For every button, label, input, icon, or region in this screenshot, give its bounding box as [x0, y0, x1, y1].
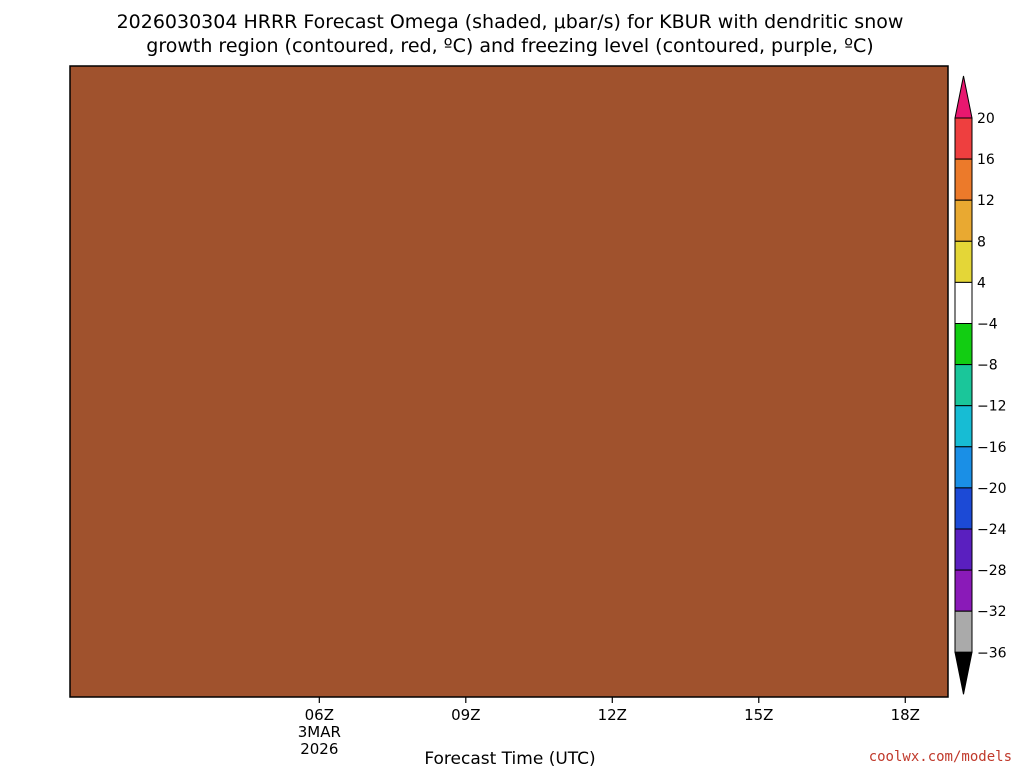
colorbar-tick-label: 12 — [977, 193, 995, 209]
colorbar-tick-label: 8 — [977, 234, 986, 250]
colorbar: 20 16 12 8 4 −4 −8 −12 −16 −20 −24 −28 −32 −36 — [954, 75, 1007, 695]
colorbar-swatch — [954, 610, 973, 653]
colorbar-swatch — [954, 569, 973, 612]
colorbar-tick-label: −12 — [977, 399, 1007, 415]
x-tick-label: 12Z — [598, 706, 627, 724]
colorbar-swatch — [954, 487, 973, 530]
colorbar-tick-label: 4 — [977, 275, 986, 291]
chart-title-line-1: 2026030304 HRRR Forecast Omega (shaded, … — [117, 11, 904, 33]
colorbar-tick-label: 16 — [977, 152, 995, 168]
x-date-label: 2026 — [300, 740, 338, 758]
x-date-label: 3MAR — [298, 723, 341, 741]
colorbar-swatch — [954, 158, 973, 201]
plot-area: −120025030035040045050055060065070075080… — [69, 65, 949, 758]
chart-title-line-2: growth region (contoured, red, ºC) and f… — [146, 35, 873, 57]
ground-surface — [70, 66, 948, 697]
colorbar-tick-label: −28 — [977, 563, 1007, 579]
colorbar-tick-label: −32 — [977, 604, 1007, 620]
colorbar-tick-label: −8 — [977, 358, 998, 374]
colorbar-tick-label: −36 — [977, 645, 1007, 661]
x-axis-label: Forecast Time (UTC) — [424, 749, 595, 768]
x-tick-label: 18Z — [891, 706, 920, 724]
colorbar-swatch — [954, 405, 973, 448]
colorbar-tick-label: −4 — [977, 317, 998, 333]
colorbar-swatch — [954, 323, 973, 366]
colorbar-swatch — [954, 281, 973, 324]
credit-text: coolwx.com/models — [869, 749, 1012, 765]
colorbar-swatch — [954, 117, 973, 160]
plot-frame — [69, 65, 949, 698]
plot-inner: −1200 — [70, 66, 948, 697]
colorbar-swatch — [954, 364, 973, 407]
colorbar-swatch — [954, 446, 973, 489]
colorbar-tick-label: −16 — [977, 440, 1007, 456]
colorbar-tick-label: 20 — [977, 111, 995, 127]
x-tick-label: 06Z — [305, 706, 334, 724]
colorbar-tick-label: −24 — [977, 522, 1007, 538]
colorbar-top-triangle — [954, 75, 973, 119]
colorbar-bottom-triangle — [954, 651, 973, 695]
x-tick-label: 09Z — [451, 706, 480, 724]
x-tick-label: 15Z — [744, 706, 773, 724]
colorbar-swatch — [954, 240, 973, 283]
colorbar-swatch — [954, 199, 973, 242]
colorbar-tick-label: −20 — [977, 481, 1007, 497]
colorbar-swatch — [954, 528, 973, 571]
